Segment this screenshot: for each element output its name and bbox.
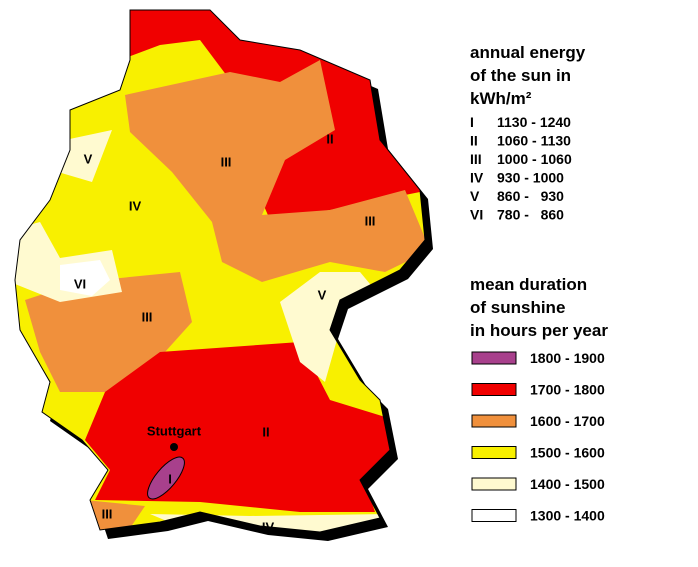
energy-range: 1130 - 1240 <box>497 114 571 130</box>
legend-swatch <box>471 509 517 522</box>
energy-range: 930 - 1000 <box>497 170 564 186</box>
region-label: III <box>142 309 153 324</box>
energy-class: II <box>470 133 478 149</box>
region <box>125 60 425 282</box>
region-label: V <box>84 151 93 166</box>
region-label: III <box>365 213 376 228</box>
energy-range: 780 - 860 <box>497 207 564 223</box>
energy-class: III <box>470 151 482 167</box>
sunshine-range: 1700 - 1800 <box>530 382 605 398</box>
region <box>147 456 185 500</box>
legend-title: of the sun in <box>470 66 571 85</box>
legend-title: kWh/m² <box>470 89 532 108</box>
region-label: IV <box>129 198 142 213</box>
legend-title: of sunshine <box>470 298 565 317</box>
legend-swatch <box>471 383 517 396</box>
region-label: VI <box>74 276 86 291</box>
energy-class: IV <box>470 170 484 186</box>
legend-title: annual energy <box>470 43 586 62</box>
sunshine-range: 1400 - 1500 <box>530 476 605 492</box>
region-label: III <box>221 154 232 169</box>
legend-swatch <box>471 446 517 459</box>
sunshine-range: 1300 - 1400 <box>530 508 605 524</box>
map-outline <box>14 9 426 533</box>
region <box>58 130 112 182</box>
legend-title: mean duration <box>470 275 587 294</box>
sunshine-range: 1800 - 1900 <box>530 350 605 366</box>
energy-class: I <box>470 114 474 130</box>
region-label: II <box>326 131 333 146</box>
region-label: III <box>102 506 113 521</box>
legends: annual energy of the sun in kWh/m² I 1130 - … <box>470 43 608 524</box>
region-label: I <box>168 471 172 486</box>
energy-range: 1060 - 1130 <box>497 133 571 149</box>
legend-swatch <box>471 477 517 491</box>
legend-swatch <box>471 414 517 428</box>
region-label: IV <box>262 519 275 534</box>
city-label: Stuttgart <box>147 423 202 438</box>
energy-class: VI <box>470 207 483 223</box>
region-label: II <box>262 424 269 439</box>
city-dot <box>170 443 178 451</box>
region-label: V <box>318 287 327 302</box>
sunshine-range: 1600 - 1700 <box>530 413 605 429</box>
energy-range: 860 - 930 <box>497 188 564 204</box>
energy-range: 1000 - 1060 <box>497 151 572 167</box>
sunshine-range: 1500 - 1600 <box>530 445 605 461</box>
energy-class: V <box>470 188 480 204</box>
legend-swatch <box>471 351 517 365</box>
region <box>60 260 110 296</box>
legend-title: in hours per year <box>470 321 608 340</box>
